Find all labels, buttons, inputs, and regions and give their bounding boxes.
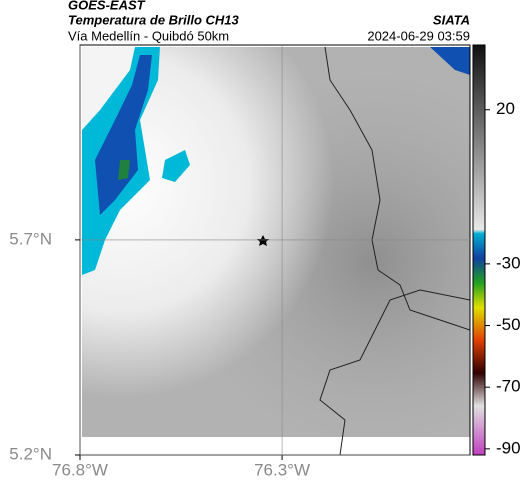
colorbar-tick-label: -70: [496, 377, 521, 396]
colorbar: [472, 44, 486, 456]
x-tick-label: 76.8°W: [52, 460, 108, 479]
timestamp: 2024-06-29 03:59: [367, 28, 470, 43]
subtitle: Temperatura de Brillo CH13: [68, 12, 240, 27]
y-tick-label: 5.7°N: [9, 229, 52, 248]
source: SIATA: [433, 12, 470, 27]
title: GOES-EAST: [68, 0, 146, 12]
colorbar-tick-label: 20: [496, 99, 515, 118]
location: Vía Medellín - Quibdó 50km: [68, 28, 229, 43]
x-tick-label: 76.3°W: [254, 460, 310, 479]
colorbar-tick-label: -30: [496, 253, 521, 272]
satellite-image: [80, 45, 470, 455]
y-tick-label: 5.2°N: [9, 444, 52, 463]
colorbar-tick-label: -90: [496, 438, 521, 457]
colorbar-tick-label: -50: [496, 315, 521, 334]
